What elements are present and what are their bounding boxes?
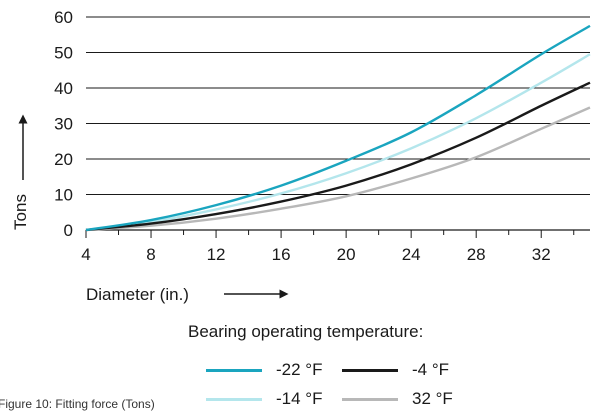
fitting-force-chart: 0 10 20 30 40 50 60 4 8 12 16 20 24 28 32 Tons Diamet… [11,8,591,304]
x-tick-label: 12 [207,245,226,264]
legend-item-minus-14f: -14 °F [206,389,322,409]
y-tick-label: 30 [54,115,73,134]
legend-item-minus-22f: -22 °F [206,360,322,380]
legend-swatch-minus-22f [206,368,262,372]
legend-title: Bearing operating temperature: [188,322,424,341]
series-line-2 [85,53,591,232]
x-tick-label: 32 [532,245,551,264]
legend-label-32f: 32 °F [412,389,453,408]
legend-swatch-32f [342,397,398,401]
x-axis-title: Diameter (in.) [86,285,189,304]
series-line-0 [85,24,591,232]
y-tick-label: 50 [54,44,73,63]
y-axis-title: Tons [11,194,30,230]
x-axis [85,229,590,238]
y-axis-tick-labels: 0 10 20 30 40 50 60 [54,8,73,240]
legend-label-minus-22f: -22 °F [276,360,323,379]
x-tick-label: 16 [272,245,291,264]
series-line-1 [85,81,591,232]
series-line-3 [85,106,591,232]
grid-lines [86,16,590,195]
y-tick-label: 10 [54,186,73,205]
legend-swatch-minus-14f [206,397,262,401]
legend-item-32f: 32 °F [342,389,453,409]
x-tick-label: 24 [402,245,421,264]
y-tick-label: 0 [64,221,73,240]
x-tick-label: 20 [337,245,356,264]
legend-swatch-minus-4f [342,368,398,372]
figure-caption: Figure 10: Fitting force (Tons) [0,397,155,411]
x-tick-label: 4 [81,245,90,264]
legend-label-minus-14f: -14 °F [276,389,323,408]
y-tick-label: 20 [54,150,73,169]
legend-label-minus-4f: -4 °F [412,360,450,379]
y-tick-label: 60 [54,8,73,27]
series-lines [85,24,591,232]
y-tick-label: 40 [54,79,73,98]
x-tick-label: 8 [146,245,155,264]
x-tick-label: 28 [467,245,486,264]
legend-item-minus-4f: -4 °F [342,360,449,380]
x-axis-tick-labels: 4 8 12 16 20 24 28 32 [81,245,550,264]
